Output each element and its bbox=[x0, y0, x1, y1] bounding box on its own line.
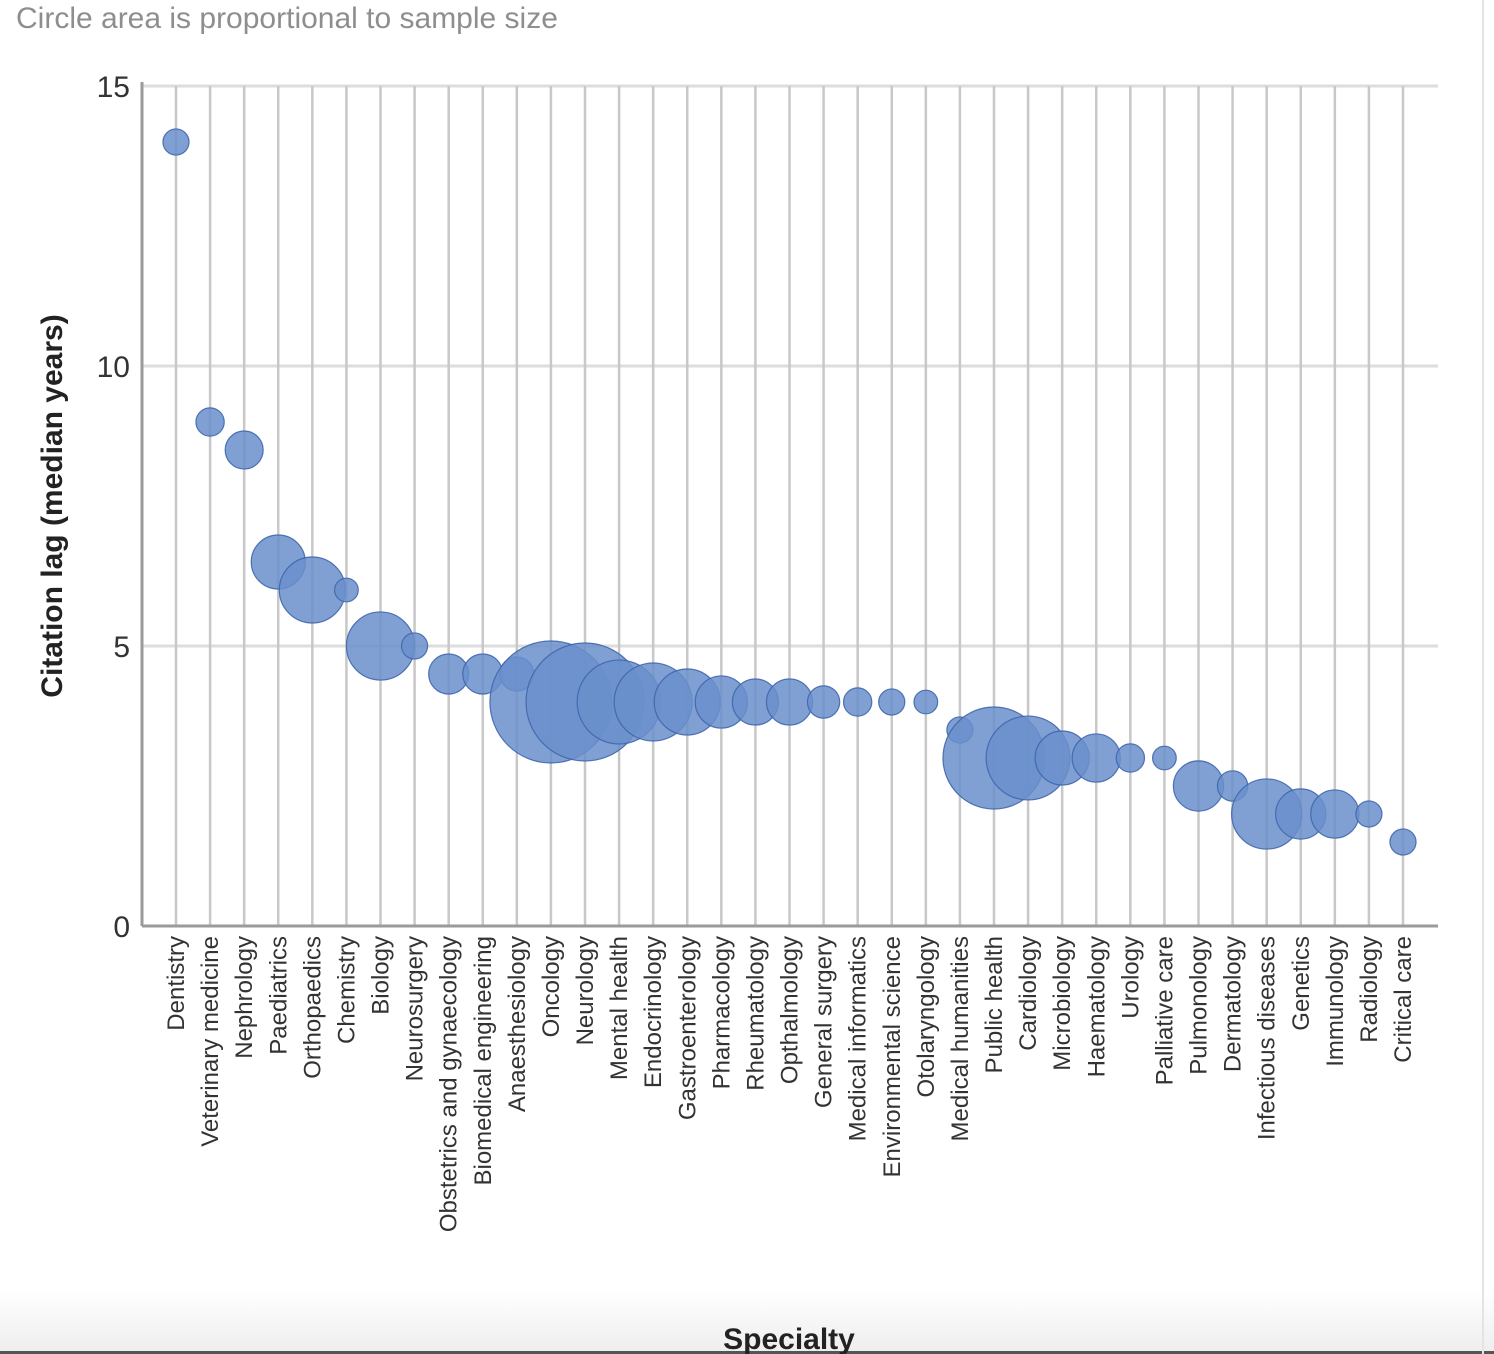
x-tick-label: Pulmonology bbox=[1186, 936, 1213, 1075]
bubble-otolaryngology bbox=[913, 689, 939, 715]
bubble-environmental-science bbox=[878, 688, 906, 716]
x-tick-label: Infectious diseases bbox=[1254, 936, 1281, 1140]
x-tick-label: Obstetrics and gynaecology bbox=[436, 936, 463, 1232]
x-tick-label: Endocrinology bbox=[640, 936, 667, 1088]
x-tick-label: Gastroenterology bbox=[674, 936, 701, 1120]
x-tick-label: Genetics bbox=[1288, 936, 1315, 1031]
bottom-fade bbox=[0, 1290, 1494, 1352]
x-axis-label: Specialty bbox=[723, 1323, 855, 1354]
x-tick-label: Haematology bbox=[1083, 936, 1110, 1077]
x-tick-label: Dermatology bbox=[1220, 936, 1247, 1072]
bubble-nephrology bbox=[224, 430, 264, 470]
bubble-pulmonology bbox=[1172, 760, 1225, 812]
x-gridlines bbox=[174, 86, 1405, 926]
x-tick-label: Anaesthesiology bbox=[504, 936, 531, 1112]
y-tick-label: 0 bbox=[113, 911, 130, 944]
window-bottom-border bbox=[0, 1351, 1494, 1354]
bubble-neurosurgery bbox=[400, 632, 429, 660]
x-tick-label: Palliative care bbox=[1151, 936, 1178, 1085]
x-tick-label: Immunology bbox=[1322, 936, 1349, 1067]
x-tick-label: Nephrology bbox=[231, 936, 258, 1059]
x-tick-label: General surgery bbox=[811, 936, 838, 1108]
right-edge-divider bbox=[1482, 0, 1484, 1354]
bubble-veterinary-medicine bbox=[195, 407, 225, 437]
x-tick-label: Pharmacology bbox=[708, 936, 735, 1089]
bubble-chemistry bbox=[333, 577, 359, 603]
y-axis-label: Citation lag (median years) bbox=[36, 314, 69, 697]
x-tick-label: Neurology bbox=[572, 936, 599, 1045]
x-tick-label: Dentistry bbox=[163, 936, 190, 1031]
bubble-immunology bbox=[1310, 789, 1360, 839]
bubble-palliative-care bbox=[1151, 745, 1177, 771]
x-tick-label: Biomedical engineering bbox=[470, 936, 497, 1186]
x-tick-label: Mental health bbox=[606, 936, 633, 1080]
bubble-dentistry bbox=[162, 128, 190, 156]
x-tick-label: Veterinary medicine bbox=[197, 936, 224, 1147]
x-tick-label: Public health bbox=[981, 936, 1008, 1073]
x-tick-label: Medical informatics bbox=[845, 936, 872, 1141]
bubble-critical-care bbox=[1389, 828, 1417, 856]
bubble-general-surgery bbox=[806, 685, 841, 719]
x-tick-label: Rheumatology bbox=[742, 936, 769, 1091]
x-tick-label: Medical humanities bbox=[947, 936, 974, 1141]
bubble-urology bbox=[1115, 743, 1146, 773]
bubble-radiology bbox=[1355, 800, 1383, 828]
x-tick-label: Otolaryngology bbox=[913, 936, 940, 1097]
x-tick-label: Biology bbox=[368, 936, 395, 1015]
y-tick-label: 10 bbox=[97, 351, 130, 384]
bubble-haematology bbox=[1071, 733, 1121, 783]
y-tick-label: 15 bbox=[97, 71, 130, 104]
bubble-opthalmology bbox=[765, 678, 814, 726]
x-tick-label: Radiology bbox=[1356, 936, 1383, 1043]
y-tick-label: 5 bbox=[113, 631, 130, 664]
x-tick-label: Microbiology bbox=[1049, 936, 1076, 1071]
x-tick-label: Chemistry bbox=[333, 936, 360, 1044]
x-tick-label: Opthalmology bbox=[777, 936, 804, 1084]
x-tick-label: Urology bbox=[1117, 936, 1144, 1019]
x-tick-label: Orthopaedics bbox=[299, 936, 326, 1079]
axes bbox=[140, 82, 1438, 928]
x-tick-label: Critical care bbox=[1390, 936, 1417, 1063]
x-tick-label: Neurosurgery bbox=[402, 936, 429, 1081]
bubble-medical-informatics bbox=[842, 687, 873, 717]
y-tick-labels: 0 5 10 15 bbox=[97, 71, 130, 944]
x-tick-labels: Dentistry Veterinary medicine Nephrology Pa… bbox=[163, 936, 1417, 1232]
x-tick-label: Paediatrics bbox=[265, 936, 292, 1055]
x-tick-label: Oncology bbox=[538, 936, 565, 1037]
bubbles bbox=[162, 128, 1417, 856]
chart-subtitle: Circle area is proportional to sample si… bbox=[16, 2, 558, 35]
x-tick-label: Environmental science bbox=[879, 936, 906, 1177]
x-tick-label: Cardiology bbox=[1015, 936, 1042, 1051]
